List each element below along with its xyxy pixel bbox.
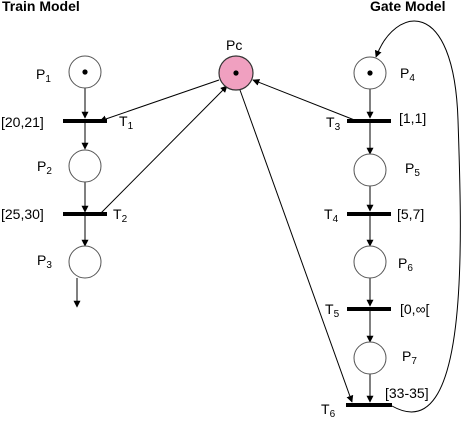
label-t1: T1 [119, 113, 134, 132]
places [68, 55, 387, 375]
transitions [63, 119, 392, 407]
label-t5: T5 [325, 301, 340, 320]
arcs [73, 20, 461, 413]
label-pc: Pc [226, 37, 242, 53]
interval-t3: [1,1] [399, 110, 426, 126]
label-t4: T4 [324, 206, 339, 225]
place-p5[interactable] [353, 153, 387, 187]
interval-t6: [33-35] [385, 385, 429, 401]
token-p4 [367, 70, 373, 76]
train-model-title: Train Model [2, 0, 80, 14]
transition-labels: T1 [20,21] T2 [25,30] T3 [1,1] T4 [5,7] … [1, 110, 430, 420]
token-p1 [82, 69, 88, 75]
place-p6[interactable] [353, 245, 387, 279]
label-p4: P4 [400, 65, 415, 84]
place-p7[interactable] [353, 341, 387, 375]
place-labels: P1 P2 P3 Pc P4 P5 P6 P7 [36, 37, 420, 367]
arc-pc-t6 [239, 89, 354, 403]
label-p7: P7 [402, 348, 417, 367]
arc-t2-pc [100, 85, 228, 214]
interval-t1: [20,21] [1, 114, 44, 130]
label-t3: T3 [326, 114, 341, 133]
label-p2: P2 [37, 158, 52, 177]
label-p6: P6 [398, 255, 413, 274]
label-p3: P3 [37, 252, 52, 271]
label-t2: T2 [113, 206, 128, 225]
gate-model-title: Gate Model [370, 0, 445, 14]
interval-t4: [5,7] [397, 206, 424, 222]
label-p5: P5 [405, 160, 420, 179]
interval-t5: [0,∞[ [400, 301, 430, 317]
interval-t2: [25,30] [1, 206, 44, 222]
arc-t3-pc [252, 79, 358, 122]
token-pc [233, 70, 239, 76]
place-p2[interactable] [68, 149, 102, 183]
place-p3[interactable] [68, 245, 102, 279]
arc-pc-t1 [99, 79, 220, 123]
label-t6: T6 [321, 401, 336, 420]
arc-t6-p4-loop [374, 20, 461, 413]
label-p1: P1 [36, 66, 51, 85]
